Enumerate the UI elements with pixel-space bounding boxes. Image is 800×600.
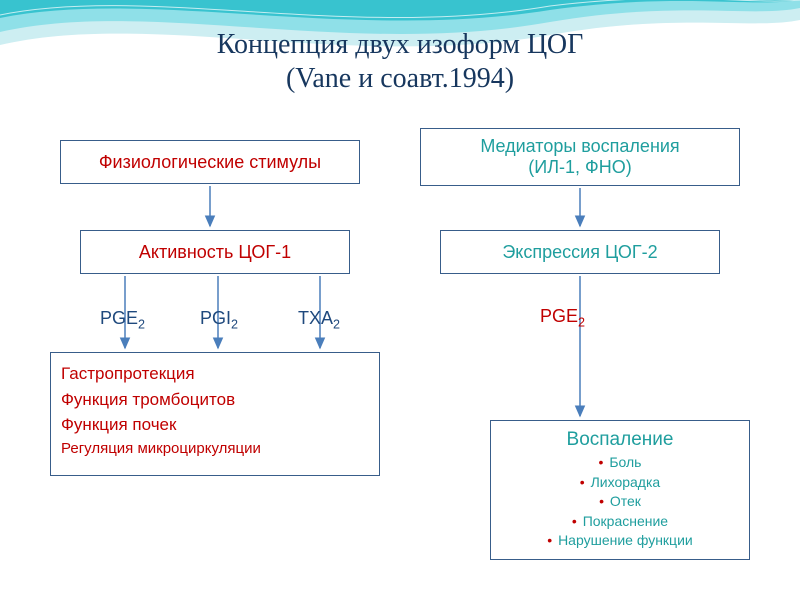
list-item: Боль [497, 453, 743, 473]
title-line2: (Vane и соавт.1994) [0, 62, 800, 96]
label-sub: 2 [578, 316, 585, 330]
label-pgi2: PGI2 [200, 308, 238, 332]
label-text: TXA [298, 308, 333, 328]
outcome-line: Функция почек [61, 412, 369, 438]
outcome-heading: Воспаление [497, 429, 743, 451]
list-item: Нарушение функции [497, 531, 743, 551]
node-inflammation-mediators: Медиаторы воспаления (ИЛ-1, ФНО) [420, 128, 740, 186]
label-text: PGE [540, 306, 578, 326]
outcome-line: Функция тромбоцитов [61, 387, 369, 413]
outcome-line: Регуляция микроциркуляции [61, 438, 369, 461]
node-text: Физиологические стимулы [99, 152, 321, 173]
label-pge2-right: PGE2 [540, 306, 585, 330]
node-cox2-expression: Экспрессия ЦОГ-2 [440, 230, 720, 274]
title-line1: Концепция двух изоформ ЦОГ [0, 28, 800, 62]
label-txa2: TXA2 [298, 308, 340, 332]
label-sub: 2 [138, 318, 145, 332]
list-item: Лихорадка [497, 473, 743, 493]
label-sub: 2 [333, 318, 340, 332]
node-cox1-outcomes: Гастропротекция Функция тромбоцитов Функ… [50, 352, 380, 476]
slide-title: Концепция двух изоформ ЦОГ (Vane и соавт… [0, 28, 800, 95]
label-text: PGI [200, 308, 231, 328]
node-cox1-activity: Активность ЦОГ-1 [80, 230, 350, 274]
node-physiological-stimuli: Физиологические стимулы [60, 140, 360, 184]
node-cox2-outcomes: Воспаление Боль Лихорадка Отек Покраснен… [490, 420, 750, 560]
list-item: Отек [497, 492, 743, 512]
node-text: Активность ЦОГ-1 [139, 242, 291, 263]
label-pge2-left: PGE2 [100, 308, 145, 332]
outcome-list: Боль Лихорадка Отек Покраснение Нарушени… [497, 453, 743, 551]
node-text: Экспрессия ЦОГ-2 [502, 242, 657, 263]
label-sub: 2 [231, 318, 238, 332]
node-text: Медиаторы воспаления (ИЛ-1, ФНО) [480, 136, 679, 178]
outcome-line: Гастропротекция [61, 361, 369, 387]
label-text: PGE [100, 308, 138, 328]
list-item: Покраснение [497, 512, 743, 532]
